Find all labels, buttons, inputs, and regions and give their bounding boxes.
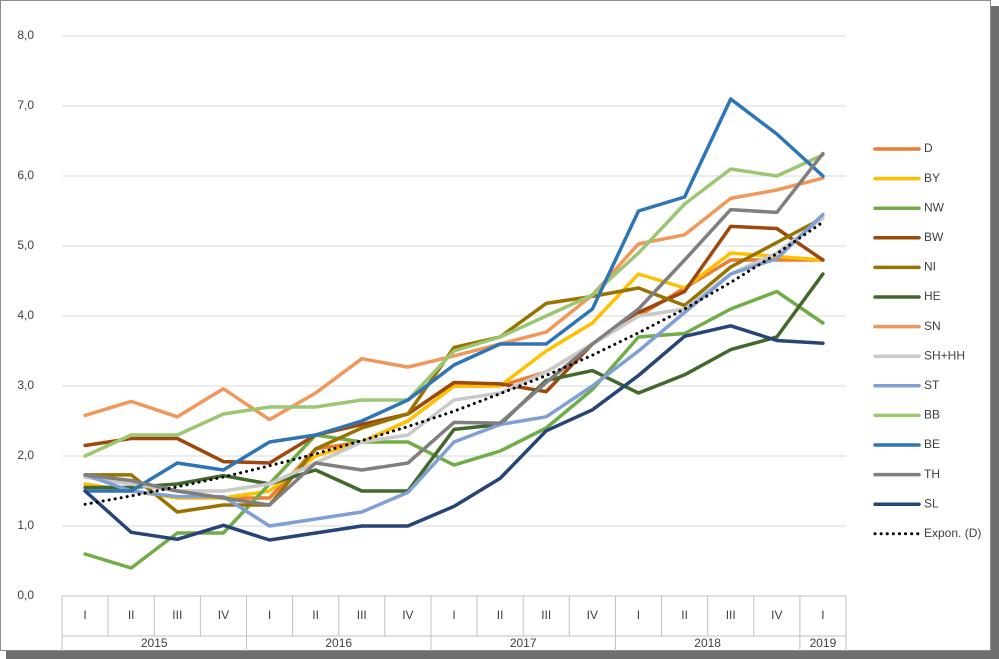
x-tick-label: III: [172, 608, 182, 622]
legend-label: ST: [924, 378, 940, 392]
x-group-label: 2018: [694, 636, 721, 650]
x-tick-label: I: [268, 608, 271, 622]
x-tick-label: II: [128, 608, 135, 622]
x-tick-label: II: [312, 608, 319, 622]
y-tick-label: 0,0: [17, 588, 34, 602]
x-group-label: 2015: [141, 636, 168, 650]
y-tick-label: 4,0: [17, 308, 34, 322]
legend-label: BW: [924, 230, 944, 244]
y-tick-label: 6,0: [17, 168, 34, 182]
x-tick-label: I: [821, 608, 824, 622]
legend-label: BY: [924, 171, 940, 185]
legend-label: HE: [924, 289, 941, 303]
x-tick-label: III: [541, 608, 551, 622]
frame-shadow: [6, 651, 999, 659]
legend-label: SH+HH: [924, 348, 965, 362]
y-tick-label: 5,0: [17, 238, 34, 252]
x-tick-label: IV: [771, 608, 782, 622]
legend-label: SN: [924, 319, 941, 333]
legend-label: BE: [924, 437, 940, 451]
series-line: [83, 216, 825, 514]
series-line: [83, 151, 825, 507]
y-tick-label: 1,0: [17, 518, 34, 532]
y-tick-label: 3,0: [17, 378, 34, 392]
x-tick-label: IV: [587, 608, 598, 622]
series-line: [83, 153, 825, 458]
x-group-label: 2016: [325, 636, 352, 650]
frame-shadow: [991, 6, 999, 659]
series-line: [83, 224, 825, 465]
legend-label: NW: [924, 200, 945, 214]
x-tick-label: II: [497, 608, 504, 622]
x-tick-label: I: [452, 608, 455, 622]
legend-label: SL: [924, 496, 939, 510]
legend-label: D: [924, 141, 933, 155]
x-group-label: 2017: [510, 636, 537, 650]
series-line: [83, 97, 825, 493]
y-tick-label: 8,0: [17, 28, 34, 42]
x-tick-label: IV: [402, 608, 413, 622]
y-tick-label: 7,0: [17, 98, 34, 112]
series-line: [83, 324, 825, 542]
series-line: [83, 289, 825, 570]
legend-label: Expon. (D): [924, 526, 981, 540]
legend-label: NI: [924, 260, 936, 274]
series-line: [83, 176, 825, 422]
series-line: [83, 216, 825, 493]
x-group-label: 2019: [810, 636, 837, 650]
x-tick-label: II: [681, 608, 688, 622]
x-tick-label: I: [637, 608, 640, 622]
legend-label: TH: [924, 467, 940, 481]
x-tick-label: IV: [218, 608, 229, 622]
y-tick-label: 2,0: [17, 448, 34, 462]
x-tick-label: I: [83, 608, 86, 622]
x-tick-label: III: [726, 608, 736, 622]
x-tick-label: III: [357, 608, 367, 622]
series-line: [83, 272, 825, 493]
legend-label: BB: [924, 408, 940, 422]
